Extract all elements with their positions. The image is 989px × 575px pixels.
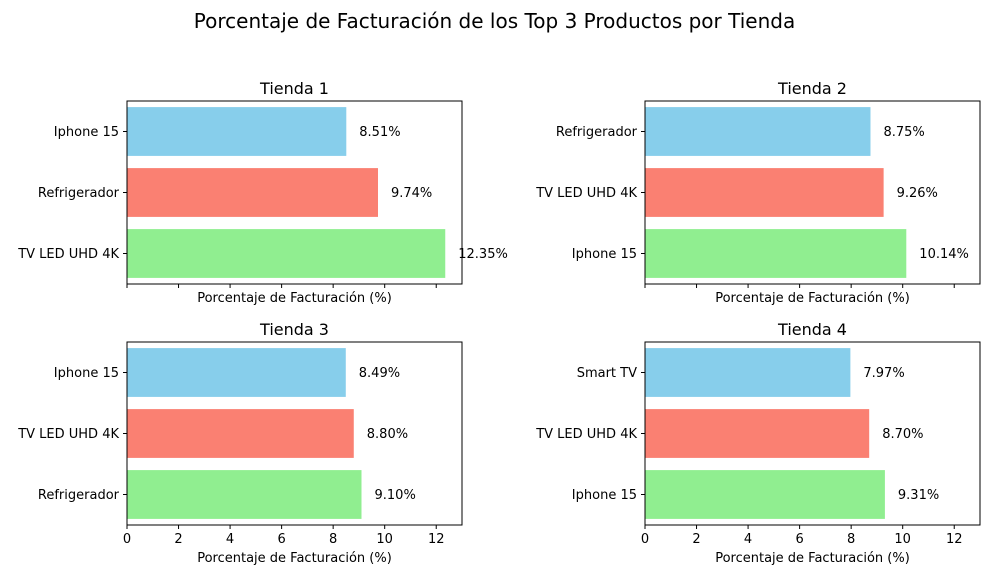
figure-title: Porcentaje de Facturación de los Top 3 P… bbox=[194, 9, 795, 33]
subplot-title: Tienda 4 bbox=[777, 320, 847, 339]
value-label: 8.49% bbox=[359, 366, 400, 381]
axes-frame bbox=[644, 100, 981, 285]
x-axis-label: Porcentaje de Facturación (%) bbox=[197, 551, 392, 566]
subplot-2: Tienda 2 Refrigerador 8.75% TV LED UHD 4K 9.… bbox=[535, 79, 981, 306]
x-tick-label: 8 bbox=[847, 532, 855, 547]
bar bbox=[645, 168, 884, 217]
axes-frame bbox=[126, 100, 463, 285]
bar bbox=[127, 107, 347, 156]
category-label: Refrigerador bbox=[556, 125, 638, 140]
subplot-1: Tienda 1 Iphone 15 8.51% Refrigerador 9.74% T… bbox=[17, 79, 508, 306]
category-label: TV LED UHD 4K bbox=[17, 427, 119, 442]
bar bbox=[127, 168, 378, 217]
value-label: 9.10% bbox=[375, 488, 416, 503]
bar bbox=[645, 409, 870, 458]
subplot-4: Tienda 4 Smart TV 7.97% TV LED UHD 4K 8.70% I… bbox=[535, 320, 981, 566]
bar bbox=[645, 470, 885, 519]
subplot-3: Tienda 3 Iphone 15 8.49% TV LED UHD 4K 8.80%… bbox=[17, 320, 463, 566]
category-label: Refrigerador bbox=[38, 186, 120, 201]
category-label: TV LED UHD 4K bbox=[535, 186, 637, 201]
value-label: 9.74% bbox=[391, 186, 432, 201]
x-axis-label: Porcentaje de Facturación (%) bbox=[715, 291, 910, 306]
bar bbox=[645, 229, 907, 278]
subplot-title: Tienda 1 bbox=[259, 79, 329, 98]
category-label: Refrigerador bbox=[38, 488, 120, 503]
value-label: 9.26% bbox=[897, 186, 938, 201]
category-label: Smart TV bbox=[577, 366, 637, 381]
x-tick-label: 6 bbox=[277, 532, 285, 547]
value-label: 8.51% bbox=[359, 125, 400, 140]
category-label: Iphone 15 bbox=[572, 488, 637, 503]
bar bbox=[127, 470, 362, 519]
value-label: 12.35% bbox=[458, 247, 508, 262]
value-label: 10.14% bbox=[919, 247, 969, 262]
bar bbox=[127, 229, 446, 278]
x-tick-label: 0 bbox=[123, 532, 131, 547]
bar bbox=[645, 107, 871, 156]
value-label: 7.97% bbox=[863, 366, 904, 381]
bar bbox=[127, 348, 346, 397]
x-tick-label: 8 bbox=[329, 532, 337, 547]
axes-frame bbox=[126, 341, 463, 526]
subplot-title: Tienda 2 bbox=[777, 79, 847, 98]
x-axis-label: Porcentaje de Facturación (%) bbox=[197, 291, 392, 306]
category-label: TV LED UHD 4K bbox=[17, 247, 119, 262]
x-tick-label: 12 bbox=[946, 532, 963, 547]
category-label: Iphone 15 bbox=[54, 125, 119, 140]
category-label: TV LED UHD 4K bbox=[535, 427, 637, 442]
value-label: 8.70% bbox=[882, 427, 923, 442]
x-axis-label: Porcentaje de Facturación (%) bbox=[715, 551, 910, 566]
category-label: Iphone 15 bbox=[54, 366, 119, 381]
axes-frame bbox=[644, 341, 981, 526]
x-tick-label: 0 bbox=[641, 532, 649, 547]
bar bbox=[645, 348, 851, 397]
value-label: 8.80% bbox=[367, 427, 408, 442]
category-label: Iphone 15 bbox=[572, 247, 637, 262]
subplot-title: Tienda 3 bbox=[259, 320, 329, 339]
value-label: 8.75% bbox=[883, 125, 924, 140]
x-tick-label: 10 bbox=[376, 532, 393, 547]
bar bbox=[127, 409, 354, 458]
x-tick-label: 12 bbox=[428, 532, 445, 547]
x-tick-label: 4 bbox=[744, 532, 752, 547]
x-tick-label: 4 bbox=[226, 532, 234, 547]
value-label: 9.31% bbox=[898, 488, 939, 503]
x-tick-label: 2 bbox=[174, 532, 182, 547]
x-tick-label: 2 bbox=[692, 532, 700, 547]
x-tick-label: 6 bbox=[795, 532, 803, 547]
x-tick-label: 10 bbox=[894, 532, 911, 547]
